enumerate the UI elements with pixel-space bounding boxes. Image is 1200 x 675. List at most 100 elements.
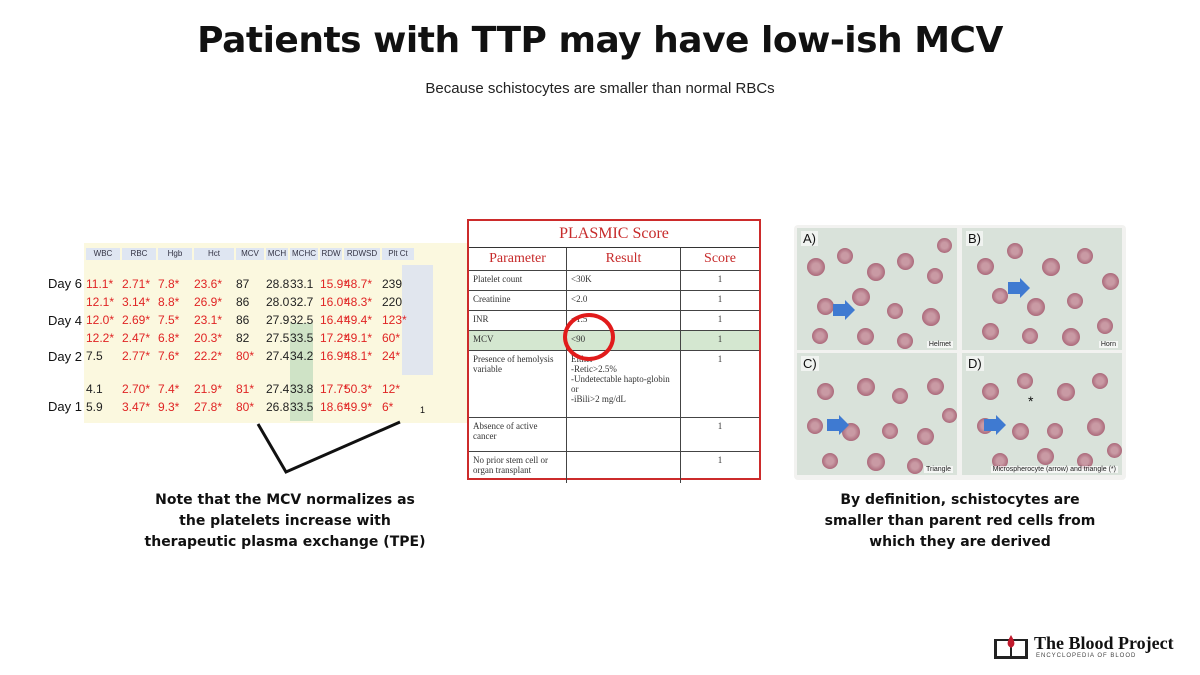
lab-cell: 27.8*	[194, 400, 223, 414]
plasmic-score: 1	[717, 334, 723, 344]
red-cell	[982, 323, 999, 340]
lab-cell: 4.1	[86, 382, 103, 396]
panel-caption: Microspherocyte (arrow) and triangle (*)	[990, 466, 1118, 473]
lab-cell: 2.77*	[122, 349, 151, 363]
smear-panel-c: C) Triangle	[797, 353, 957, 475]
lab-cell: 20.3*	[194, 331, 223, 345]
plasmic-title: PLASMIC Score	[469, 221, 759, 248]
plasmic-score-table: PLASMIC Score Parameter Result Score Pla…	[467, 219, 761, 483]
plasmic-score: 1	[717, 455, 723, 465]
lab-cell: 87	[236, 277, 250, 291]
red-cell	[1047, 423, 1063, 439]
lab-cell: 9.3*	[158, 400, 180, 414]
page-subtitle: Because schistocytes are smaller than no…	[425, 80, 775, 97]
red-cell	[1092, 373, 1108, 389]
plasmic-header-score: Score	[704, 251, 736, 266]
day-label: Day 1	[48, 399, 82, 414]
lab-cell: 33.5	[290, 400, 314, 414]
red-cell	[882, 423, 898, 439]
plasmic-param: INR	[469, 311, 567, 330]
book-drop-icon	[994, 635, 1028, 659]
arrow-icon	[1008, 278, 1030, 298]
red-cell	[1102, 273, 1119, 290]
lab-cell: 28.8	[266, 277, 290, 291]
plasmic-row: Creatinine <2.0 1	[469, 291, 759, 311]
lab-cell: 123*	[382, 313, 407, 327]
lab-cell: 28.0	[266, 295, 290, 309]
blood-project-logo: The Blood Project ENCYCLOPEDIA OF BLOOD	[992, 631, 1182, 663]
bracket-lines	[256, 420, 401, 474]
panel-label: C)	[801, 356, 819, 371]
mcv-highlight-circle	[563, 313, 615, 361]
lab-cell: 81*	[236, 382, 255, 396]
blood-smear-figure: A) Helmet B) Horn C) Triangle D) Microsp…	[794, 225, 1126, 480]
panel-caption: Horn	[1098, 341, 1118, 348]
red-cell	[1057, 383, 1075, 401]
red-cell	[1062, 328, 1080, 346]
red-cell	[897, 333, 913, 349]
red-cell	[857, 378, 875, 396]
lab-cell: 3.47*	[122, 400, 151, 414]
smear-panel-a: A) Helmet	[797, 228, 957, 350]
lab-cell: 2.71*	[122, 277, 151, 291]
lab-cell: 7.8*	[158, 277, 180, 291]
lab-cell: 7.5*	[158, 313, 180, 327]
lab-cell: 23.1*	[194, 313, 223, 327]
red-cell	[942, 408, 957, 423]
lab-cell: 49.1*	[344, 331, 373, 345]
lab-row: 12.1* 3.14* 8.8* 26.9* 86 28.0 32.7 16.0* 48.3* 2…	[86, 295, 416, 309]
lab-cell: 6.8*	[158, 331, 180, 345]
lab-cell: 6*	[382, 400, 394, 414]
lab-cell: 50.3*	[344, 382, 373, 396]
lab-cell: 27.9	[266, 313, 290, 327]
platelet-column-shade	[402, 265, 433, 375]
lab-header-cell: MCH	[266, 248, 288, 260]
red-cell	[892, 388, 908, 404]
plasmic-param: Absence of active cancer	[469, 418, 567, 451]
lab-cell: 12*	[382, 382, 401, 396]
lab-cell: 49.4*	[344, 313, 373, 327]
day-label: Day 2	[48, 349, 82, 364]
lab-cell: 48.7*	[344, 277, 373, 291]
plasmic-score: 1	[717, 314, 723, 324]
lab-header-cell: Hgb	[158, 248, 192, 260]
lab-header-cell: MCV	[236, 248, 264, 260]
lab-table-header: WBC RBC Hgb Hct MCV MCH MCHC RDW RDWSD Plt Ct	[86, 248, 416, 260]
red-cell	[1037, 448, 1054, 465]
red-cell	[977, 258, 994, 275]
red-cell	[1007, 243, 1023, 259]
plasmic-result: <2.0	[567, 291, 681, 310]
lab-row: 12.0* 2.69* 7.5* 23.1* 86 27.9 32.5 16.4* 49.4* 1…	[86, 313, 416, 327]
lab-cell: 33.8	[290, 382, 314, 396]
page-title: Patients with TTP may have low-ish MCV	[197, 20, 1003, 61]
lab-header-cell: WBC	[86, 248, 120, 260]
lab-cell: 23.6*	[194, 277, 223, 291]
lab-header-cell: RBC	[122, 248, 156, 260]
red-cell	[917, 428, 934, 445]
lab-row: 7.5 2.77* 7.6* 22.2* 80* 27.4 34.2 16.9* 48.1* 24…	[86, 349, 416, 363]
red-cell	[992, 288, 1008, 304]
lab-cell: 60*	[382, 331, 401, 345]
red-cell	[1107, 443, 1122, 458]
lab-cell: 7.6*	[158, 349, 180, 363]
panel-caption: Triangle	[923, 466, 953, 473]
day-label: Day 6	[48, 276, 82, 291]
lab-cell: 7.4*	[158, 382, 180, 396]
day-label: Day 4	[48, 313, 82, 328]
lab-cell: 8.8*	[158, 295, 180, 309]
lab-cell: 27.5	[266, 331, 290, 345]
lab-header-cell: MCHC	[290, 248, 318, 260]
lab-cell: 80*	[236, 400, 255, 414]
lab-values-table: WBC RBC Hgb Hct MCV MCH MCHC RDW RDWSD Plt Ct 11.…	[48, 243, 480, 423]
red-cell	[907, 458, 923, 474]
red-cell	[817, 383, 834, 400]
arrow-icon	[827, 415, 849, 435]
lab-header-cell: Hct	[194, 248, 234, 260]
lab-cell: 22.2*	[194, 349, 223, 363]
red-cell	[1087, 418, 1105, 436]
lab-cell: 26.9*	[194, 295, 223, 309]
lab-cell: 32.7	[290, 295, 314, 309]
panel-label: A)	[801, 231, 818, 246]
lab-cell: 17.2*	[320, 331, 349, 345]
lab-cell: 2.70*	[122, 382, 151, 396]
